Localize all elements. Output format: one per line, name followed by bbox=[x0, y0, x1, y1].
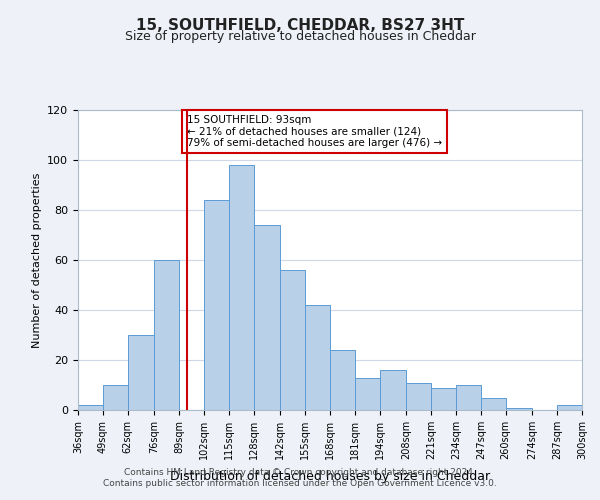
Bar bbox=[406, 382, 431, 410]
Bar bbox=[154, 260, 179, 410]
Bar bbox=[280, 270, 305, 410]
Bar bbox=[330, 350, 355, 410]
Text: 15, SOUTHFIELD, CHEDDAR, BS27 3HT: 15, SOUTHFIELD, CHEDDAR, BS27 3HT bbox=[136, 18, 464, 32]
Bar bbox=[431, 388, 456, 410]
Bar bbox=[78, 405, 103, 410]
Bar bbox=[128, 335, 154, 410]
Bar bbox=[103, 385, 128, 410]
Bar bbox=[229, 165, 254, 410]
Bar bbox=[254, 225, 280, 410]
Bar bbox=[355, 378, 380, 410]
Text: Size of property relative to detached houses in Cheddar: Size of property relative to detached ho… bbox=[125, 30, 475, 43]
X-axis label: Distribution of detached houses by size in Cheddar: Distribution of detached houses by size … bbox=[170, 470, 490, 483]
Text: Contains HM Land Registry data © Crown copyright and database right 2024.
Contai: Contains HM Land Registry data © Crown c… bbox=[103, 468, 497, 487]
Bar bbox=[380, 370, 406, 410]
Bar bbox=[204, 200, 229, 410]
Bar bbox=[557, 405, 582, 410]
Bar bbox=[456, 385, 481, 410]
Bar bbox=[506, 408, 532, 410]
Y-axis label: Number of detached properties: Number of detached properties bbox=[32, 172, 41, 348]
Text: 15 SOUTHFIELD: 93sqm
← 21% of detached houses are smaller (124)
79% of semi-deta: 15 SOUTHFIELD: 93sqm ← 21% of detached h… bbox=[187, 115, 442, 148]
Bar bbox=[305, 305, 330, 410]
Bar bbox=[481, 398, 506, 410]
